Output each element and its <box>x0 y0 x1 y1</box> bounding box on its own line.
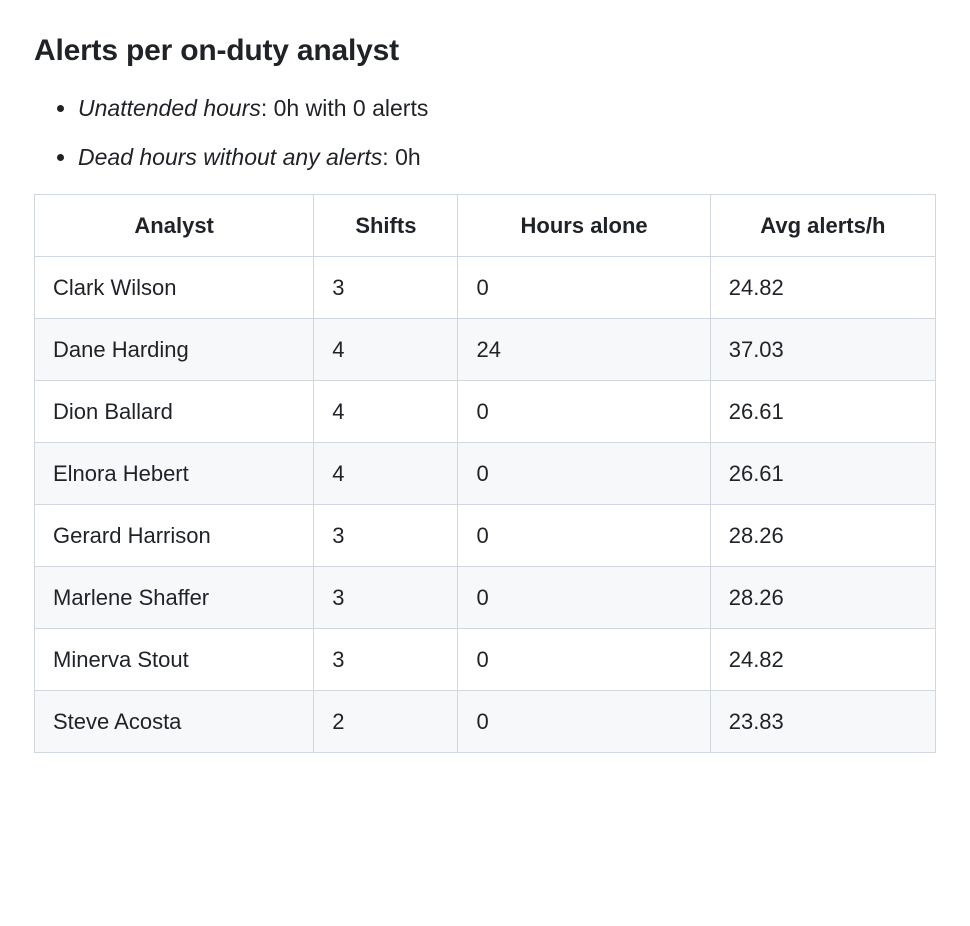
cell-analyst: Steve Acosta <box>35 691 314 753</box>
col-header-analyst: Analyst <box>35 195 314 257</box>
analyst-table: Analyst Shifts Hours alone Avg alerts/h … <box>34 194 936 753</box>
cell-avg_alerts_h: 26.61 <box>710 381 935 443</box>
table-row: Minerva Stout3024.82 <box>35 629 936 691</box>
cell-hours_alone: 0 <box>458 443 710 505</box>
cell-hours_alone: 0 <box>458 505 710 567</box>
report-page: Alerts per on-duty analyst Unattended ho… <box>0 0 970 787</box>
analyst-table-header-row: Analyst Shifts Hours alone Avg alerts/h <box>35 195 936 257</box>
table-row: Marlene Shaffer3028.26 <box>35 567 936 629</box>
cell-shifts: 4 <box>314 381 458 443</box>
cell-analyst: Marlene Shaffer <box>35 567 314 629</box>
analyst-table-head: Analyst Shifts Hours alone Avg alerts/h <box>35 195 936 257</box>
cell-avg_alerts_h: 26.61 <box>710 443 935 505</box>
table-row: Steve Acosta2023.83 <box>35 691 936 753</box>
cell-analyst: Clark Wilson <box>35 257 314 319</box>
cell-hours_alone: 0 <box>458 257 710 319</box>
table-row: Elnora Hebert4026.61 <box>35 443 936 505</box>
table-row: Dion Ballard4026.61 <box>35 381 936 443</box>
summary-dead-hours-value: 0h <box>395 144 421 170</box>
cell-analyst: Gerard Harrison <box>35 505 314 567</box>
cell-avg_alerts_h: 24.82 <box>710 629 935 691</box>
table-row: Gerard Harrison3028.26 <box>35 505 936 567</box>
summary-unattended-value: 0h with 0 alerts <box>274 95 429 121</box>
cell-shifts: 4 <box>314 443 458 505</box>
col-header-hours-alone: Hours alone <box>458 195 710 257</box>
summary-dead-hours-label: Dead hours without any alerts <box>78 144 382 170</box>
cell-avg_alerts_h: 28.26 <box>710 567 935 629</box>
cell-analyst: Elnora Hebert <box>35 443 314 505</box>
summary-list: Unattended hours: 0h with 0 alerts Dead … <box>34 91 936 174</box>
cell-shifts: 2 <box>314 691 458 753</box>
cell-hours_alone: 24 <box>458 319 710 381</box>
col-header-shifts: Shifts <box>314 195 458 257</box>
cell-hours_alone: 0 <box>458 629 710 691</box>
table-row: Clark Wilson3024.82 <box>35 257 936 319</box>
cell-analyst: Minerva Stout <box>35 629 314 691</box>
cell-shifts: 3 <box>314 505 458 567</box>
cell-hours_alone: 0 <box>458 691 710 753</box>
cell-shifts: 3 <box>314 567 458 629</box>
summary-item-dead-hours: Dead hours without any alerts: 0h <box>78 140 936 175</box>
section-heading: Alerts per on-duty analyst <box>34 28 936 73</box>
cell-avg_alerts_h: 28.26 <box>710 505 935 567</box>
cell-shifts: 3 <box>314 629 458 691</box>
summary-unattended-label: Unattended hours <box>78 95 261 121</box>
cell-analyst: Dane Harding <box>35 319 314 381</box>
cell-hours_alone: 0 <box>458 381 710 443</box>
cell-shifts: 3 <box>314 257 458 319</box>
cell-avg_alerts_h: 23.83 <box>710 691 935 753</box>
table-row: Dane Harding42437.03 <box>35 319 936 381</box>
cell-avg_alerts_h: 24.82 <box>710 257 935 319</box>
summary-item-unattended: Unattended hours: 0h with 0 alerts <box>78 91 936 126</box>
analyst-table-body: Clark Wilson3024.82Dane Harding42437.03D… <box>35 257 936 753</box>
cell-shifts: 4 <box>314 319 458 381</box>
col-header-avg-alerts: Avg alerts/h <box>710 195 935 257</box>
cell-analyst: Dion Ballard <box>35 381 314 443</box>
cell-hours_alone: 0 <box>458 567 710 629</box>
cell-avg_alerts_h: 37.03 <box>710 319 935 381</box>
